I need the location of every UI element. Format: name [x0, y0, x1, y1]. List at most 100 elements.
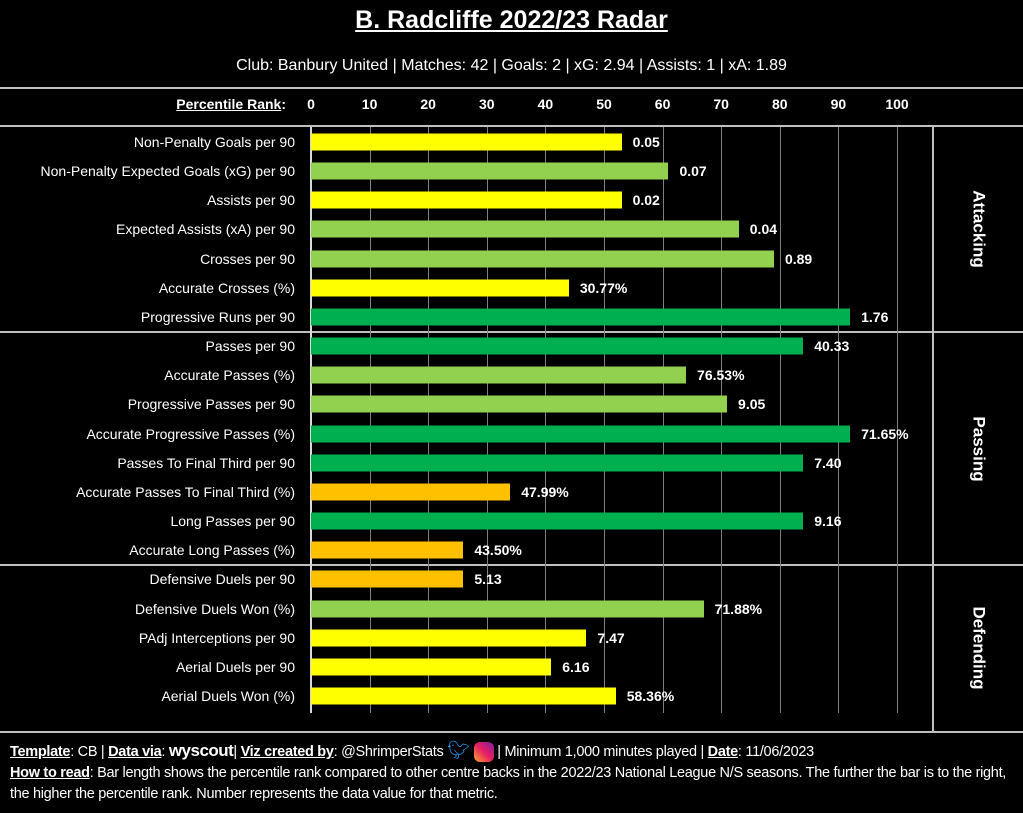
value-label: 0.89 — [784, 250, 813, 267]
bar — [311, 337, 804, 355]
divider — [0, 731, 1023, 733]
value-label: 58.36% — [626, 688, 675, 705]
value-label: 7.40 — [814, 454, 842, 471]
wyscout-logo: wyscout — [168, 741, 234, 760]
metric-label: Passes To Final Third per 90 — [117, 454, 295, 471]
metric-label: Accurate Progressive Passes (%) — [86, 425, 295, 442]
value-label: 47.99% — [521, 483, 569, 500]
section-border — [932, 126, 934, 332]
value-label: 0.04 — [749, 221, 778, 238]
x-tick-label: 80 — [772, 96, 788, 112]
bar — [311, 483, 511, 501]
metric-label: Accurate Crosses (%) — [158, 279, 295, 296]
x-tick-label: 10 — [361, 96, 378, 112]
data-label: Data via — [108, 744, 162, 760]
section-label: Attacking — [969, 190, 989, 268]
metric-label: Aerial Duels Won (%) — [161, 688, 295, 705]
y-axis — [310, 127, 312, 713]
bar — [311, 600, 704, 618]
gridline — [838, 127, 840, 713]
x-tick-label: 50 — [596, 96, 612, 112]
section-label: Passing — [969, 416, 989, 482]
metric-label: Crosses per 90 — [200, 250, 295, 267]
viz-label: Viz created by — [240, 744, 334, 760]
chart-subtitle: Club: Banbury United | Matches: 42 | Goa… — [236, 57, 787, 74]
metric-label: Defensive Duels Won (%) — [134, 600, 295, 617]
bar — [311, 541, 464, 559]
x-tick-label: 40 — [537, 96, 554, 112]
howto-text: Bar length shows the percentile rank com… — [10, 765, 1007, 802]
x-tick-label: 70 — [713, 96, 729, 112]
value-label: 9.05 — [738, 396, 766, 413]
template-label: Template — [10, 744, 71, 760]
metric-label: Non-Penalty Goals per 90 — [133, 134, 295, 150]
section-label: Defending — [969, 606, 989, 690]
gridline — [721, 127, 723, 713]
bar — [311, 512, 804, 530]
x-tick-label: 90 — [830, 96, 847, 112]
metric-label: Non-Penalty Expected Goals (xG) per 90 — [40, 163, 295, 180]
bar — [311, 366, 687, 384]
metric-label: Progressive Passes per 90 — [127, 396, 295, 413]
metric-label: Progressive Runs per 90 — [140, 308, 295, 325]
value-label: 40.33 — [814, 338, 850, 355]
bar — [311, 308, 851, 326]
divider — [0, 125, 1023, 127]
section-passing: Passing — [934, 333, 1023, 565]
howto-label: How to read — [10, 765, 90, 781]
metric-label: Aerial Duels per 90 — [175, 658, 295, 675]
gridline — [428, 127, 430, 713]
divider — [0, 87, 1023, 89]
gridline — [369, 127, 371, 713]
value-label: 71.65% — [861, 425, 909, 442]
x-tick-label: 20 — [420, 96, 436, 112]
metric-label: PAdj Interceptions per 90 — [138, 629, 295, 646]
bar — [311, 133, 622, 151]
bar — [311, 220, 739, 238]
value-label: 9.16 — [814, 513, 842, 530]
x-tick-label: 100 — [885, 96, 909, 112]
twitter-icon: 🐦︎ — [447, 740, 470, 760]
gridline — [662, 127, 664, 713]
value-label: 1.76 — [861, 308, 889, 325]
axis-label: Percentile Rank: — [176, 96, 286, 112]
bar — [311, 687, 616, 705]
x-tick-label: 30 — [479, 96, 495, 112]
footer-line-1: Template: CB | Data via: wyscout| Viz cr… — [10, 740, 1020, 763]
bar — [311, 395, 728, 413]
divider — [0, 564, 1023, 566]
x-tick-label: 0 — [307, 96, 315, 112]
gridline — [545, 127, 547, 713]
date-value: 11/06/2023 — [745, 744, 814, 760]
date-label: Date — [707, 744, 739, 760]
metric-label: Long Passes per 90 — [170, 513, 295, 530]
axis-label-text: Percentile Rank — [176, 96, 282, 112]
metric-label: Passes per 90 — [205, 338, 296, 355]
value-label: 0.02 — [632, 192, 660, 209]
x-tick-label: 60 — [654, 96, 671, 112]
section-border — [932, 565, 934, 731]
metric-label: Expected Assists (xA) per 90 — [116, 221, 295, 238]
chart-title: B. Radcliffe 2022/23 Radar — [355, 6, 668, 34]
value-label: 6.16 — [562, 658, 590, 675]
value-label: 76.53% — [697, 367, 745, 384]
bar — [311, 279, 569, 297]
gridline — [486, 127, 488, 713]
section-attacking: Attacking — [934, 126, 1023, 332]
value-label: 71.88% — [714, 600, 763, 617]
value-label: 30.77% — [579, 279, 628, 296]
section-defending: Defending — [934, 566, 1023, 731]
gridline — [604, 127, 605, 713]
template-value: CB — [77, 744, 98, 760]
gridline — [897, 127, 898, 713]
section-border — [932, 332, 934, 565]
bar — [311, 454, 804, 472]
footer-howto: How to read: Bar length shows the percen… — [10, 765, 1007, 802]
instagram-icon — [473, 742, 494, 763]
value-label: 5.13 — [474, 571, 502, 588]
metric-label: Assists per 90 — [207, 192, 295, 209]
metric-label: Accurate Passes To Final Third (%) — [76, 483, 295, 500]
gridline — [779, 127, 781, 713]
metric-label: Accurate Long Passes (%) — [129, 542, 295, 559]
